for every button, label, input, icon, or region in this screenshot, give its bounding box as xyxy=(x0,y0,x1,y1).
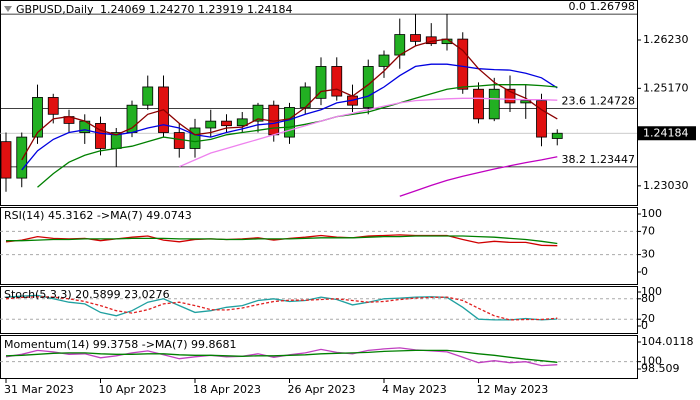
candle-body xyxy=(488,88,500,120)
candle-body xyxy=(410,34,421,42)
y-tick-label: 100 xyxy=(641,285,662,298)
x-tick-label: 10 Apr 2023 xyxy=(99,383,167,396)
y-tick-label: 1.26230 xyxy=(643,33,689,46)
indicator-line xyxy=(5,349,558,363)
indicator-line xyxy=(179,97,558,168)
candle-body xyxy=(47,97,59,115)
candle-body xyxy=(362,66,374,108)
y-tick-label: 30 xyxy=(641,248,655,261)
candle-body xyxy=(551,132,563,139)
y-tick-label: 104.0118 xyxy=(641,335,694,348)
y-tick-label: 70 xyxy=(641,224,655,237)
candle-body xyxy=(536,100,547,138)
y-tick-label: 100 xyxy=(641,207,662,220)
level-label: 38.2 1.23447 xyxy=(562,153,635,166)
candle-body xyxy=(205,120,217,129)
candle-body xyxy=(221,120,232,127)
candle-body xyxy=(189,127,201,149)
candle-body xyxy=(95,123,106,149)
x-tick-label: 12 May 2023 xyxy=(477,383,549,396)
indicator-line xyxy=(21,63,558,171)
candle-body xyxy=(142,86,154,106)
y-tick-label: 100 xyxy=(641,355,662,368)
candle-body xyxy=(0,141,12,179)
ohlc-text: 1.24069 1.24270 1.23919 1.24184 xyxy=(100,3,292,16)
y-tick-label: 20 xyxy=(641,312,655,325)
x-tick-label: 4 May 2023 xyxy=(382,383,447,396)
indicator-line xyxy=(37,84,558,188)
rsi-title: RSI(14) 45.3162 ->MA(7) 49.0743 xyxy=(4,209,192,222)
candle-body xyxy=(504,88,516,104)
y-tick-label: 0 xyxy=(641,265,648,278)
level-label: 23.6 1.24728 xyxy=(562,94,635,107)
level-label: 0.0 1.26798 xyxy=(569,0,635,13)
candle-body xyxy=(378,54,390,67)
candle-body xyxy=(236,118,248,127)
main-panel xyxy=(0,0,638,206)
y-tick-label: 1.25170 xyxy=(643,81,689,94)
last-price-box xyxy=(638,126,696,141)
candle-body xyxy=(315,66,327,99)
indicator-line xyxy=(5,294,558,321)
candle-body xyxy=(394,34,406,56)
x-tick-label: 31 Mar 2023 xyxy=(4,383,74,396)
candle-body xyxy=(473,88,484,120)
rsi-panel xyxy=(0,207,638,285)
indicator-line xyxy=(6,235,558,245)
candle-body xyxy=(32,97,43,138)
stoch-title: Stoch(5,3,3) 20.5899 23.0276 xyxy=(4,288,170,301)
y-tick-label: 1.23030 xyxy=(643,179,689,192)
x-tick-label: 18 Apr 2023 xyxy=(193,383,261,396)
candle-body xyxy=(457,38,469,90)
y-tick-label: 0 xyxy=(641,319,648,332)
stoch-panel xyxy=(0,286,638,334)
chart-title: GBPUSD,Daily xyxy=(16,3,94,16)
y-tick-label: 80 xyxy=(641,292,655,305)
momentum-panel xyxy=(0,335,638,379)
x-tick-label: 26 Apr 2023 xyxy=(288,383,356,396)
candle-body xyxy=(284,107,295,138)
indicator-line xyxy=(399,156,558,197)
symbol-icon xyxy=(4,6,12,12)
candle-body xyxy=(331,66,343,97)
indicator-line xyxy=(5,296,558,321)
momentum-title: Momentum(14) 99.3758 ->MA(7) 99.8681 xyxy=(4,338,237,351)
candle-body xyxy=(252,104,264,122)
candle-body xyxy=(16,136,28,179)
y-tick-label: 98.509 xyxy=(641,362,680,375)
last-price-label: 1.24184 xyxy=(643,126,689,139)
indicator-line xyxy=(21,38,558,161)
